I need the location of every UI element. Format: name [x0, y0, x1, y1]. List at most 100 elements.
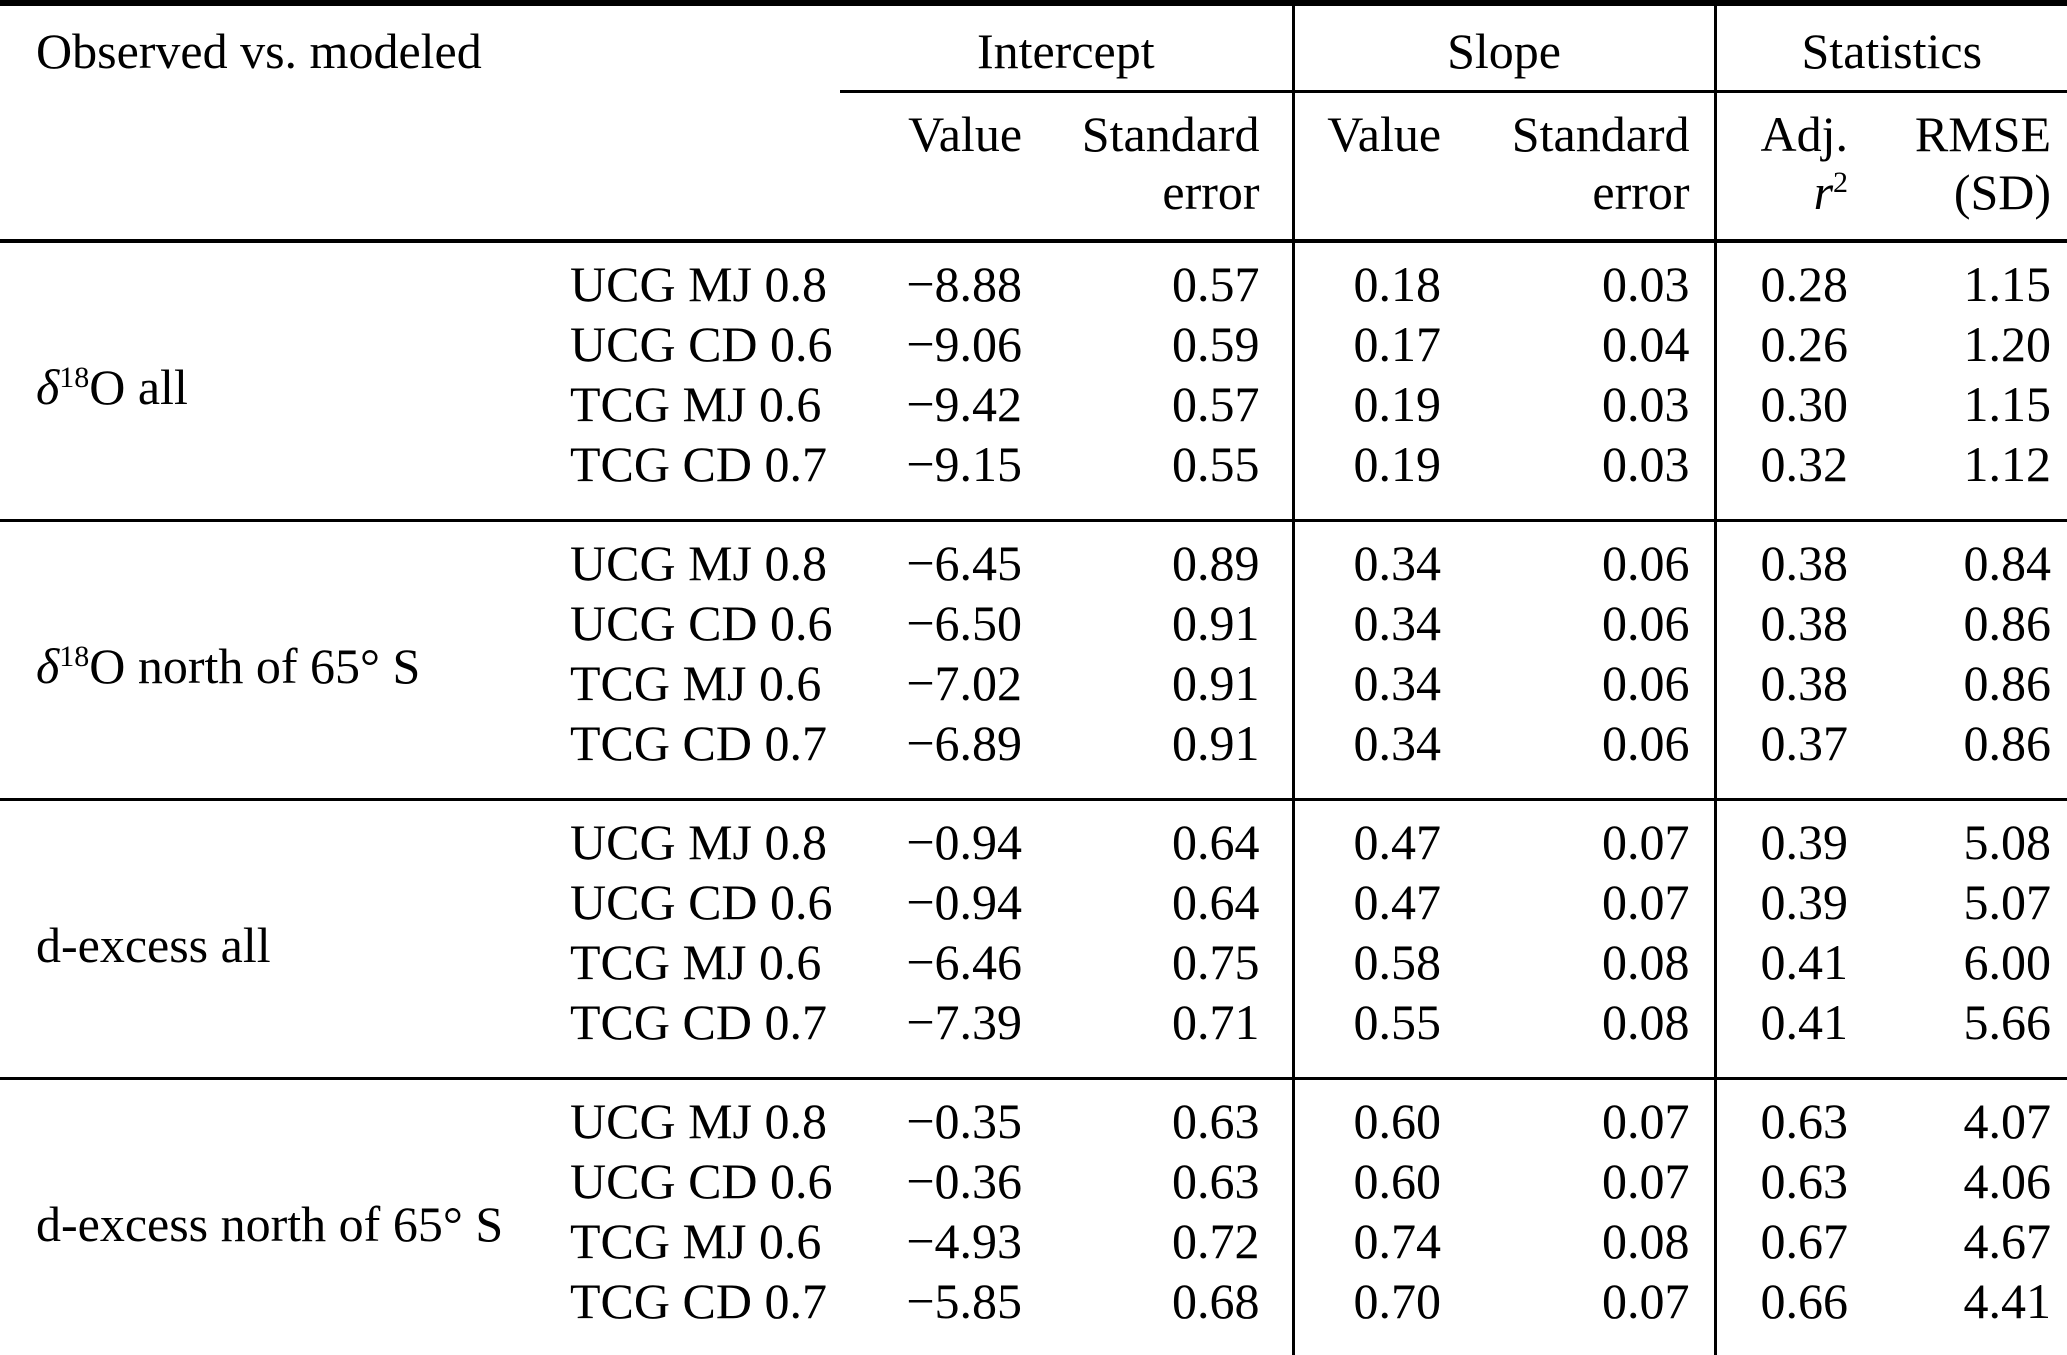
- slope-stderr: 0.07: [1602, 1153, 1690, 1209]
- table-row: UCG CD 0.6 −6.50 0.91 0.34 0.06 0.38 0.8…: [0, 593, 2067, 653]
- intercept-value: −4.93: [906, 1213, 1023, 1269]
- slope-stderr: 0.07: [1455, 798, 1716, 872]
- r-squared-symbol: r2: [1813, 163, 1849, 220]
- rmse-sd: 0.86: [1963, 715, 2052, 771]
- slope-value: 0.19: [1291, 374, 1456, 434]
- intercept-stderr: 0.57: [1030, 239, 1294, 314]
- intercept-value: −7.02: [906, 655, 1023, 711]
- group-d18o-north: δ18O north of 65° S UCG MJ 0.8 −6.45 0.8…: [0, 519, 2067, 800]
- table-row: UCG CD 0.6 −0.36 0.63 0.60 0.07 0.63 4.0…: [0, 1151, 2067, 1211]
- rmse-sd: 1.20: [1963, 316, 2052, 372]
- model-config: TCG CD 0.7: [570, 436, 827, 492]
- rmse-sd: 0.86: [1963, 595, 2052, 651]
- intercept-value: −6.50: [906, 595, 1023, 651]
- slope-spanner: Slope: [1291, 3, 1716, 93]
- model-config: TCG MJ 0.6: [570, 376, 822, 432]
- adj-r2: 0.66: [1713, 1271, 1861, 1355]
- slope-stderr: 0.07: [1455, 1077, 1716, 1151]
- intercept-stderr: 0.91: [1172, 655, 1260, 711]
- statistics-spanner: Statistics: [1713, 3, 2067, 93]
- rmse-sd: 5.08: [1860, 798, 2067, 872]
- rmse-sd: 1.15: [1860, 239, 2067, 314]
- intercept-value: −0.35: [840, 1077, 1031, 1151]
- intercept-value: −6.45: [840, 519, 1031, 593]
- intercept-stderr: 0.63: [1172, 1153, 1260, 1209]
- slope-value-header: Value: [1291, 91, 1456, 243]
- adj-r2-header: Adj. r2: [1713, 91, 1861, 243]
- intercept-value: −9.15: [906, 436, 1023, 492]
- slope-value: 0.55: [1291, 992, 1456, 1079]
- slope-value: 0.34: [1291, 713, 1456, 800]
- adj-line: Adj.: [1760, 105, 1849, 162]
- intercept-stderr: 0.71: [1172, 994, 1260, 1050]
- intercept-value: −5.85: [906, 1273, 1023, 1329]
- table-row: TCG MJ 0.6 −4.93 0.72 0.74 0.08 0.67 4.6…: [0, 1211, 2067, 1271]
- adj-r2: 0.28: [1713, 239, 1861, 314]
- model-config: UCG MJ 0.8: [560, 239, 841, 314]
- stderr-line2: error: [1592, 163, 1690, 220]
- slope-value: 0.18: [1291, 239, 1456, 314]
- slope-stderr: 0.03: [1602, 436, 1690, 492]
- rmse-sd: 5.07: [1963, 874, 2052, 930]
- adj-r2: 0.32: [1713, 434, 1861, 521]
- table-row: TCG MJ 0.6 −9.42 0.57 0.19 0.03 0.30 1.1…: [0, 374, 2067, 434]
- adj-r2: 0.63: [1713, 1151, 1861, 1211]
- model-config: UCG CD 0.6: [570, 595, 833, 651]
- rmse-sd-header: RMSE (SD): [1860, 91, 2067, 243]
- group-label: δ18O all: [0, 239, 560, 521]
- model-config: TCG CD 0.7: [570, 1273, 827, 1329]
- slope-value: 0.17: [1291, 314, 1456, 374]
- table-row: UCG CD 0.6 −9.06 0.59 0.17 0.04 0.26 1.2…: [0, 314, 2067, 374]
- slope-value: 0.34: [1291, 593, 1456, 653]
- slope-value: 0.70: [1291, 1271, 1456, 1355]
- slope-stderr: 0.08: [1602, 994, 1690, 1050]
- rmse-sd: 0.86: [1963, 655, 2052, 711]
- table-row: δ18O north of 65° S UCG MJ 0.8 −6.45 0.8…: [0, 519, 2067, 800]
- intercept-stderr: 0.68: [1172, 1273, 1260, 1329]
- intercept-stderr: 0.91: [1172, 715, 1260, 771]
- intercept-spanner: Intercept: [840, 3, 1294, 93]
- slope-value: 0.47: [1291, 872, 1456, 932]
- intercept-value: −0.36: [906, 1153, 1023, 1209]
- table-row: TCG MJ 0.6 −6.46 0.75 0.58 0.08 0.41 6.0…: [0, 932, 2067, 992]
- slope-value: 0.60: [1291, 1151, 1456, 1211]
- adj-r2: 0.39: [1713, 872, 1861, 932]
- slope-value: 0.34: [1291, 519, 1456, 593]
- intercept-stderr: 0.91: [1172, 595, 1260, 651]
- intercept-value: −6.89: [906, 715, 1023, 771]
- intercept-stderr-header: Standard error: [1030, 91, 1294, 243]
- intercept-stderr: 0.64: [1172, 874, 1260, 930]
- model-config: TCG CD 0.7: [570, 994, 827, 1050]
- slope-stderr: 0.03: [1602, 376, 1690, 432]
- intercept-stderr: 0.57: [1172, 376, 1260, 432]
- delta-symbol: δ: [36, 637, 60, 694]
- group-label: δ18O north of 65° S: [0, 519, 560, 800]
- stderr-line2: error: [1162, 163, 1260, 220]
- intercept-stderr: 0.75: [1172, 934, 1260, 990]
- slope-stderr-header: Standard error: [1455, 91, 1716, 243]
- delta-symbol: δ: [36, 358, 60, 415]
- adj-r2: 0.41: [1713, 932, 1861, 992]
- slope-stderr: 0.07: [1602, 1273, 1690, 1329]
- intercept-value: −9.42: [906, 376, 1023, 432]
- model-config: UCG CD 0.6: [570, 1153, 833, 1209]
- intercept-stderr: 0.55: [1172, 436, 1260, 492]
- adj-r2: 0.67: [1713, 1211, 1861, 1271]
- intercept-value: −8.88: [840, 239, 1031, 314]
- adj-r2: 0.38: [1713, 593, 1861, 653]
- model-config: TCG CD 0.7: [570, 715, 827, 771]
- stderr-line1: Standard: [1511, 105, 1690, 162]
- rmse-sd: 5.66: [1963, 994, 2052, 1050]
- slope-value: 0.47: [1291, 798, 1456, 872]
- table-row: δ18O all UCG MJ 0.8 −8.88 0.57 0.18 0.03…: [0, 239, 2067, 521]
- slope-value: 0.74: [1291, 1211, 1456, 1271]
- spanner-header-row: Observed vs. modeled Intercept Slope Sta…: [0, 3, 2067, 243]
- rmse-sd: 4.07: [1860, 1077, 2067, 1151]
- model-config: TCG MJ 0.6: [570, 655, 822, 711]
- table-row: UCG CD 0.6 −0.94 0.64 0.47 0.07 0.39 5.0…: [0, 872, 2067, 932]
- slope-value: 0.60: [1291, 1077, 1456, 1151]
- intercept-stderr: 0.59: [1172, 316, 1260, 372]
- table-row: d-excess north of 65° S UCG MJ 0.8 −0.35…: [0, 1077, 2067, 1355]
